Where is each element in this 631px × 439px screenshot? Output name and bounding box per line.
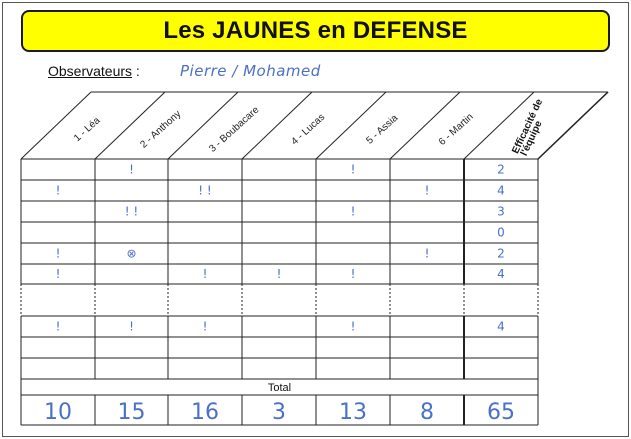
header-right-edge bbox=[537, 91, 609, 160]
tally-mark: ! bbox=[56, 267, 61, 281]
tally-mark: ! bbox=[129, 163, 134, 177]
tally-mark: ! bbox=[351, 205, 356, 219]
title-banner: Les JAUNES en DEFENSE bbox=[21, 10, 610, 52]
tally-mark: ! ! bbox=[198, 184, 211, 198]
header-divider bbox=[94, 91, 166, 160]
player-header: 1 - Léa bbox=[72, 115, 103, 144]
efficacite-value: 2 bbox=[497, 247, 505, 261]
efficacite-value: 2 bbox=[497, 163, 505, 177]
total-value: 8 bbox=[420, 400, 434, 425]
player-header: 5 - Assia bbox=[364, 112, 400, 146]
header-divider bbox=[315, 91, 387, 160]
tally-mark: ! bbox=[351, 267, 356, 281]
tally-mark: ! bbox=[425, 247, 430, 261]
total-value: 3 bbox=[272, 400, 286, 425]
observers-separator: : bbox=[132, 63, 140, 79]
total-value: 16 bbox=[191, 400, 219, 425]
player-header: 3 - Boubacare bbox=[207, 104, 261, 155]
player-header: 4 - Lucas bbox=[289, 112, 327, 148]
tally-mark: ! bbox=[351, 163, 356, 177]
tally-mark: ⊗ bbox=[126, 247, 136, 261]
efficacite-value: 4 bbox=[497, 267, 505, 281]
player-header: 2 - Anthony bbox=[138, 109, 183, 151]
observers-value: Pierre / Mohamed bbox=[180, 62, 321, 80]
efficacite-value: 0 bbox=[497, 226, 505, 240]
total-value: 65 bbox=[487, 400, 515, 425]
total-label: Total bbox=[268, 382, 291, 394]
page-title: Les JAUNES en DEFENSE bbox=[163, 17, 468, 44]
tally-mark: ! bbox=[56, 184, 61, 198]
observers-label-text: Observateurs bbox=[48, 63, 133, 79]
tally-mark: ! bbox=[203, 267, 208, 281]
tally-mark: ! bbox=[351, 320, 356, 334]
efficacite-value: 4 bbox=[497, 184, 505, 198]
total-value: 13 bbox=[339, 400, 367, 425]
header-divider bbox=[463, 91, 535, 160]
tally-mark: ! bbox=[277, 267, 282, 281]
header-divider bbox=[241, 91, 313, 160]
efficacite-value: 4 bbox=[497, 320, 505, 334]
header-divider bbox=[20, 91, 92, 160]
header-divider bbox=[167, 91, 239, 160]
efficacite-value: 3 bbox=[497, 205, 505, 219]
tally-mark: ! bbox=[425, 184, 430, 198]
total-value: 15 bbox=[118, 400, 146, 425]
tally-mark: ! bbox=[56, 247, 61, 261]
player-header: 6 - Martin bbox=[437, 111, 476, 147]
header-divider bbox=[389, 91, 461, 160]
observers-label: Observateurs : bbox=[48, 63, 140, 79]
tally-mark: ! bbox=[203, 320, 208, 334]
tally-mark: ! bbox=[129, 320, 134, 334]
tally-mark: ! bbox=[56, 320, 61, 334]
tally-mark: ! ! bbox=[125, 205, 138, 219]
total-value: 10 bbox=[44, 400, 72, 425]
